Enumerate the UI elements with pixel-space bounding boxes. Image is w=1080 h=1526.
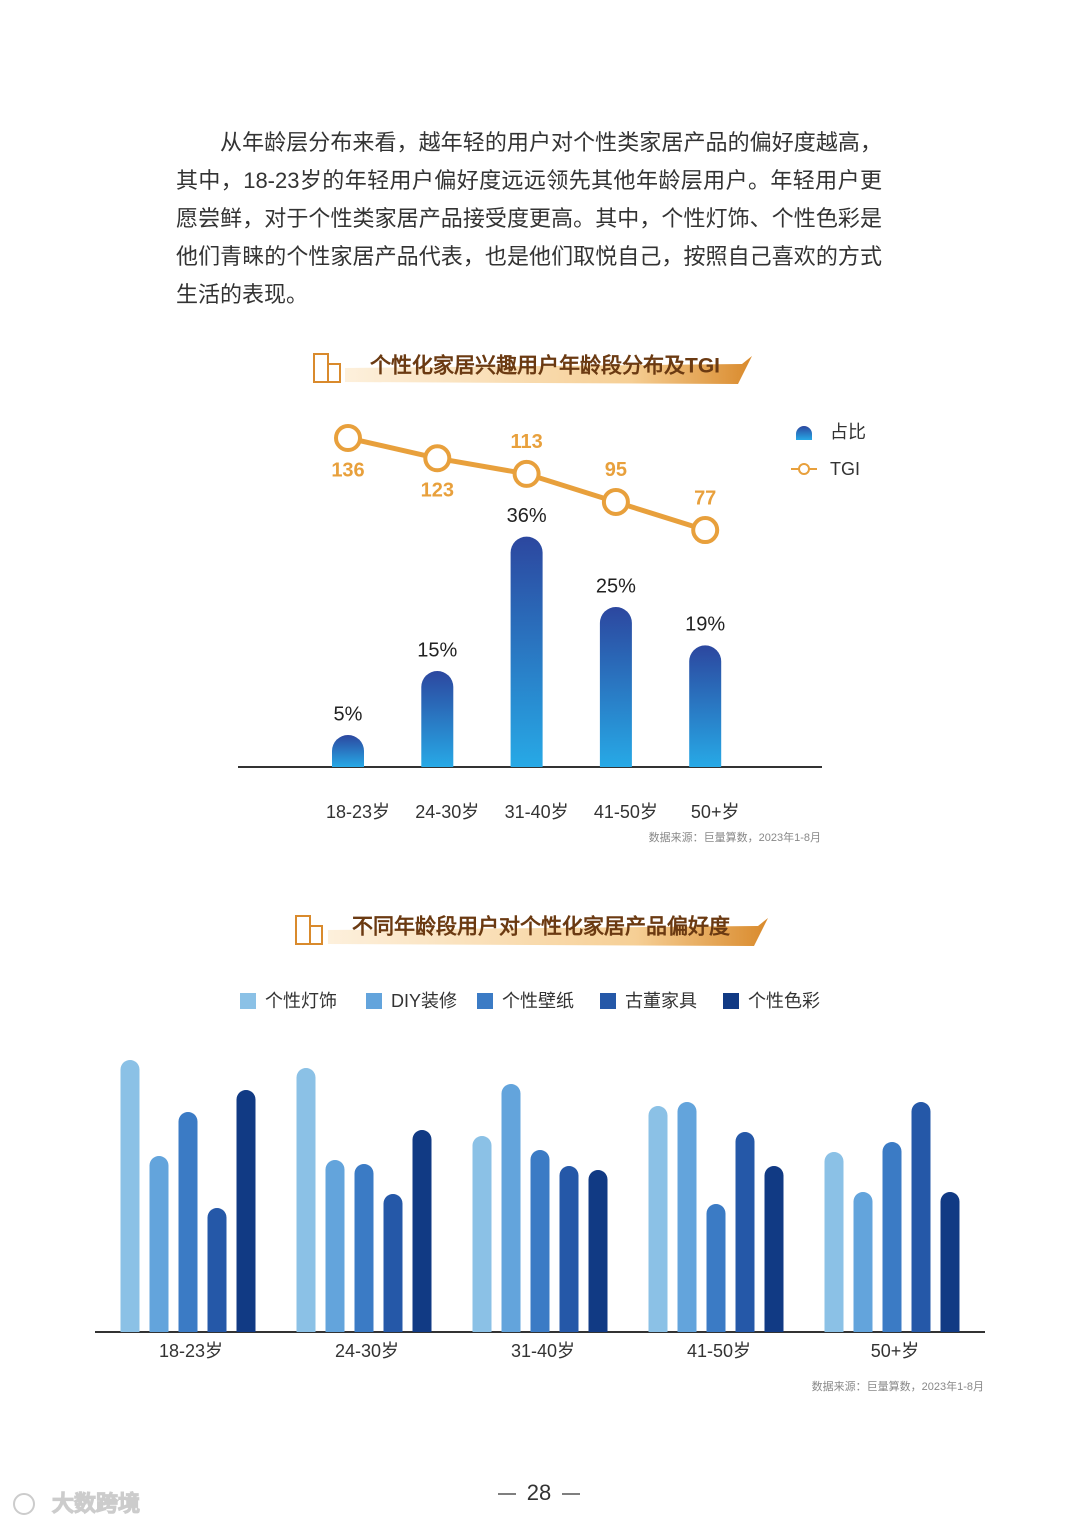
watermark: 大数跨境	[52, 1491, 140, 1516]
bar	[706, 1204, 726, 1332]
bar	[648, 1106, 668, 1332]
bar	[530, 1150, 550, 1332]
banner	[295, 915, 768, 946]
legend-marker	[240, 993, 256, 1009]
bar	[911, 1102, 931, 1332]
bar	[421, 671, 454, 767]
legend-label: 个性色彩	[748, 991, 820, 1011]
bar	[588, 1170, 608, 1332]
data-label: 136	[331, 459, 364, 481]
bar	[501, 1084, 521, 1332]
bar	[354, 1164, 374, 1332]
legend-label: 个性壁纸	[502, 991, 574, 1011]
x-tick-label: 31-40岁	[511, 1341, 575, 1361]
bar	[559, 1166, 579, 1332]
x-tick-label: 41-50岁	[594, 802, 658, 822]
data-label: 95	[605, 459, 627, 481]
chart-title: 个性化家居兴趣用户年龄段分布及TGI	[370, 354, 720, 378]
data-label: 113	[510, 431, 542, 453]
bar	[207, 1208, 227, 1332]
data-label: 19%	[685, 614, 725, 636]
x-tick-label: 24-30岁	[335, 1341, 399, 1361]
bar	[178, 1112, 198, 1332]
legend-label: 占比	[830, 422, 866, 442]
bar	[677, 1102, 697, 1332]
point	[512, 459, 541, 488]
bar	[325, 1160, 345, 1332]
bar	[689, 645, 722, 767]
bar	[824, 1152, 844, 1332]
bar	[735, 1132, 755, 1332]
bar	[940, 1192, 960, 1332]
legend-marker	[798, 463, 810, 475]
legend-marker	[477, 993, 493, 1009]
bar	[882, 1142, 902, 1332]
bar	[236, 1090, 256, 1332]
data-label: 5%	[334, 703, 363, 725]
point	[334, 424, 362, 452]
x-tick-label: 24-30岁	[415, 802, 479, 822]
x-tick-label: 18-23岁	[326, 802, 390, 822]
bar	[332, 735, 364, 767]
legend-marker	[723, 993, 739, 1009]
data-label: 123	[421, 480, 454, 502]
point	[691, 516, 720, 545]
legend-label: DIY装修	[391, 991, 457, 1011]
bar	[412, 1130, 432, 1332]
bar	[599, 607, 632, 767]
page-number: 28	[527, 1480, 551, 1505]
point	[423, 444, 452, 473]
bar	[510, 536, 543, 767]
bar	[853, 1192, 873, 1332]
x-tick-label: 18-23岁	[159, 1341, 223, 1361]
data-label: 15%	[417, 639, 457, 661]
legend-label: 个性灯饰	[265, 991, 337, 1011]
bar	[149, 1156, 169, 1332]
legend-marker	[366, 993, 382, 1009]
data-label: 36%	[507, 505, 547, 527]
bar	[296, 1068, 316, 1332]
paragraph: 从年龄层分布来看，越年轻的用户对个性类家居产品的偏好度越高，其中，18-23岁的…	[176, 130, 882, 307]
chart-title: 不同年龄段用户对个性化家居产品偏好度	[352, 915, 730, 939]
source-note: 数据来源：巨量算数，2023年1-8月	[649, 830, 821, 844]
source-note: 数据来源：巨量算数，2023年1-8月	[812, 1379, 984, 1393]
banner	[313, 353, 752, 384]
watermark-logo	[13, 1493, 35, 1515]
x-tick-label: 50+岁	[871, 1341, 920, 1361]
legend-marker	[796, 426, 812, 440]
data-label: 77	[694, 487, 716, 509]
legend-label: 古董家具	[625, 991, 697, 1011]
bar	[120, 1060, 140, 1332]
x-tick-label: 31-40岁	[505, 802, 569, 822]
bar	[472, 1136, 492, 1332]
legend-marker	[600, 993, 616, 1009]
bar	[383, 1194, 403, 1332]
x-tick-label: 41-50岁	[687, 1341, 751, 1361]
x-tick-label: 50+岁	[691, 802, 740, 822]
point	[601, 487, 630, 516]
bar	[764, 1166, 784, 1332]
legend-label: TGI	[830, 459, 860, 479]
data-label: 25%	[596, 575, 636, 597]
